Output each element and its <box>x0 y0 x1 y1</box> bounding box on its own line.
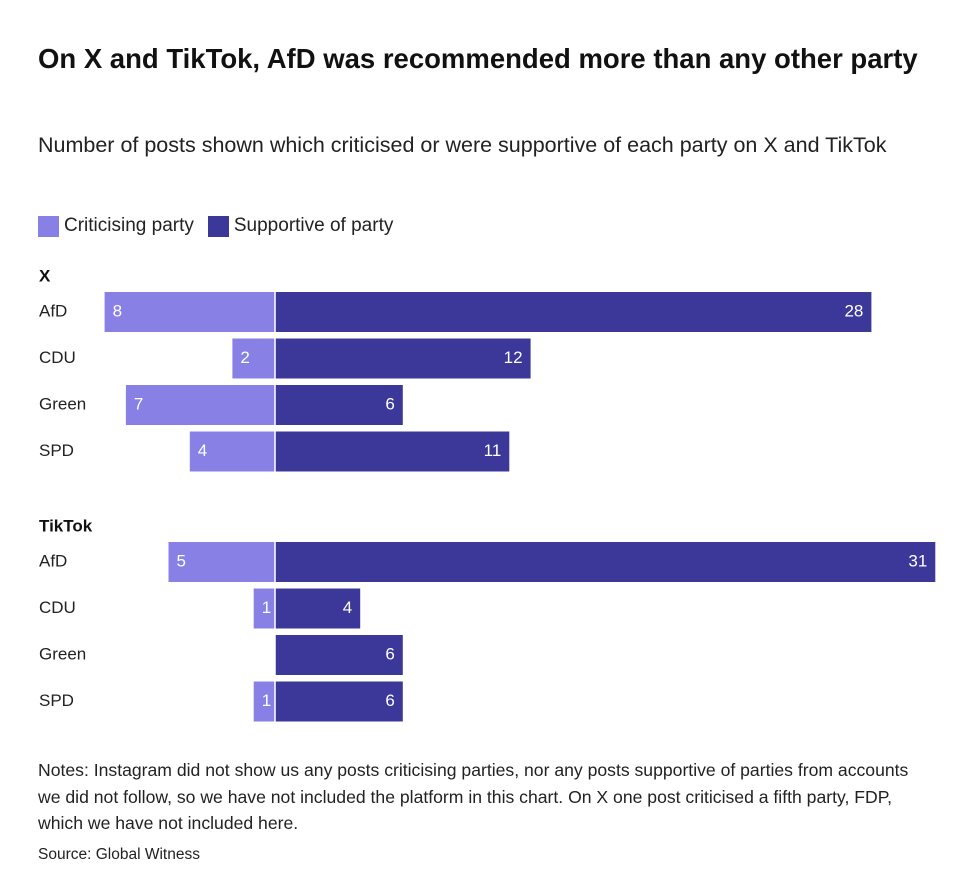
legend-item-supportive: Supportive of party <box>207 215 394 237</box>
bar-criticising-tiktok-afd <box>168 542 275 582</box>
bar-value-supportive-tiktok-cdu: 4 <box>343 598 352 617</box>
legend-swatch-supportive <box>207 215 229 237</box>
panel-heading-x: X <box>39 266 51 285</box>
bar-value-supportive-tiktok-green: 6 <box>385 644 394 663</box>
legend-swatch-criticising <box>38 215 59 237</box>
bar-value-supportive-x-green: 6 <box>385 394 394 413</box>
bar-criticising-tiktok-cdu <box>253 588 275 629</box>
category-label-tiktok-green: Green <box>39 644 86 663</box>
chart-source: Source: Global Witness <box>38 846 200 863</box>
category-label-x-spd: SPD <box>39 441 74 460</box>
bar-supportive-tiktok-green <box>275 635 403 675</box>
bar-criticising-x-cdu <box>232 338 275 379</box>
bar-criticising-x-spd <box>189 431 275 472</box>
bar-value-supportive-tiktok-afd: 31 <box>908 551 927 570</box>
bar-supportive-tiktok-spd <box>275 681 403 722</box>
category-label-tiktok-spd: SPD <box>39 691 74 710</box>
category-label-tiktok-afd: AfD <box>39 551 67 570</box>
category-label-x-cdu: CDU <box>39 348 76 367</box>
bar-value-criticising-tiktok-spd: 1 <box>262 691 271 710</box>
bar-supportive-x-afd <box>275 292 872 332</box>
category-label-x-afd: AfD <box>39 301 67 320</box>
chart-legend: Criticising party Supportive of party <box>38 215 407 237</box>
category-label-tiktok-cdu: CDU <box>39 598 76 617</box>
legend-label-supportive: Supportive of party <box>233 215 394 236</box>
bar-supportive-x-spd <box>275 431 510 472</box>
bar-supportive-x-green <box>275 385 403 425</box>
chart-notes: Notes: Instagram did not show us any pos… <box>38 760 909 833</box>
bar-value-criticising-tiktok-afd: 5 <box>177 551 186 570</box>
bar-value-supportive-x-spd: 11 <box>484 441 502 460</box>
legend-label-criticising: Criticising party <box>64 215 194 236</box>
chart-subtitle: Number of posts shown which criticised o… <box>38 133 887 157</box>
category-label-x-green: Green <box>39 394 86 413</box>
bar-supportive-tiktok-cdu <box>275 588 361 629</box>
bar-criticising-x-afd <box>104 292 275 332</box>
bar-supportive-x-cdu <box>275 338 531 379</box>
bar-criticising-tiktok-spd <box>253 681 275 722</box>
bar-criticising-x-green <box>125 385 276 425</box>
bar-value-supportive-x-afd: 28 <box>844 301 863 320</box>
bar-supportive-tiktok-afd <box>275 542 936 582</box>
bar-value-criticising-tiktok-cdu: 1 <box>262 598 271 617</box>
legend-item-criticising: Criticising party <box>38 215 194 237</box>
bar-value-supportive-tiktok-spd: 6 <box>385 691 394 710</box>
bar-value-criticising-x-spd: 4 <box>198 441 207 460</box>
panel-heading-tiktok: TikTok <box>39 516 93 535</box>
bar-value-criticising-x-afd: 8 <box>113 301 122 320</box>
bar-value-criticising-x-cdu: 2 <box>240 348 249 367</box>
chart-title: On X and TikTok, AfD was recommended mor… <box>38 43 918 74</box>
bar-value-criticising-x-green: 7 <box>134 394 143 413</box>
bar-value-supportive-x-cdu: 12 <box>504 348 523 367</box>
